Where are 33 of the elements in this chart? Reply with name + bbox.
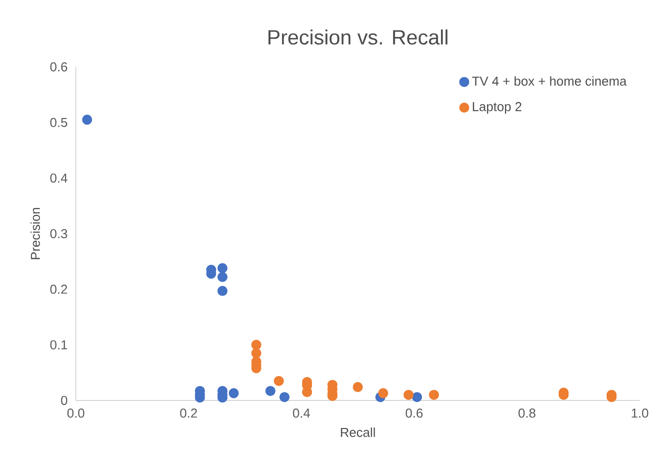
point xyxy=(82,114,92,125)
point xyxy=(217,272,228,282)
point xyxy=(228,388,239,398)
legend-label: TV 4 + box + home cinema xyxy=(472,76,627,86)
point xyxy=(251,340,262,350)
point xyxy=(378,388,388,398)
point xyxy=(279,392,290,402)
x-tick-label: 0.2 xyxy=(180,408,197,418)
x-tick-label: 0.8 xyxy=(518,408,536,418)
x-tick-label: 0.0 xyxy=(67,408,84,418)
x-axis-title: Recall xyxy=(340,427,375,437)
y-tick-label: 0.4 xyxy=(50,173,68,182)
point xyxy=(352,382,363,392)
point xyxy=(428,390,439,400)
point xyxy=(412,392,422,402)
point xyxy=(217,286,228,296)
y-tick-label: 0.1 xyxy=(50,340,68,350)
point xyxy=(217,262,228,273)
x-tick-label: 0.4 xyxy=(292,408,310,418)
x-tick-label: 0.6 xyxy=(406,408,423,418)
legend-label: Laptop 2 xyxy=(472,102,522,114)
chart-title: Precision vs. Recall xyxy=(268,29,448,44)
point xyxy=(404,390,414,400)
y-axis-title: Precision xyxy=(30,208,40,259)
x-tick-label: 1.0 xyxy=(632,408,648,418)
y-tick-label: 0 xyxy=(61,396,68,405)
y-tick-label: 0.5 xyxy=(50,118,68,127)
point xyxy=(251,348,262,358)
y-tick-label: 0.3 xyxy=(50,228,68,238)
y-tick-label: 0.6 xyxy=(50,62,68,72)
point xyxy=(265,386,276,396)
point xyxy=(274,376,284,386)
y-tick-label: 0.2 xyxy=(50,284,68,294)
